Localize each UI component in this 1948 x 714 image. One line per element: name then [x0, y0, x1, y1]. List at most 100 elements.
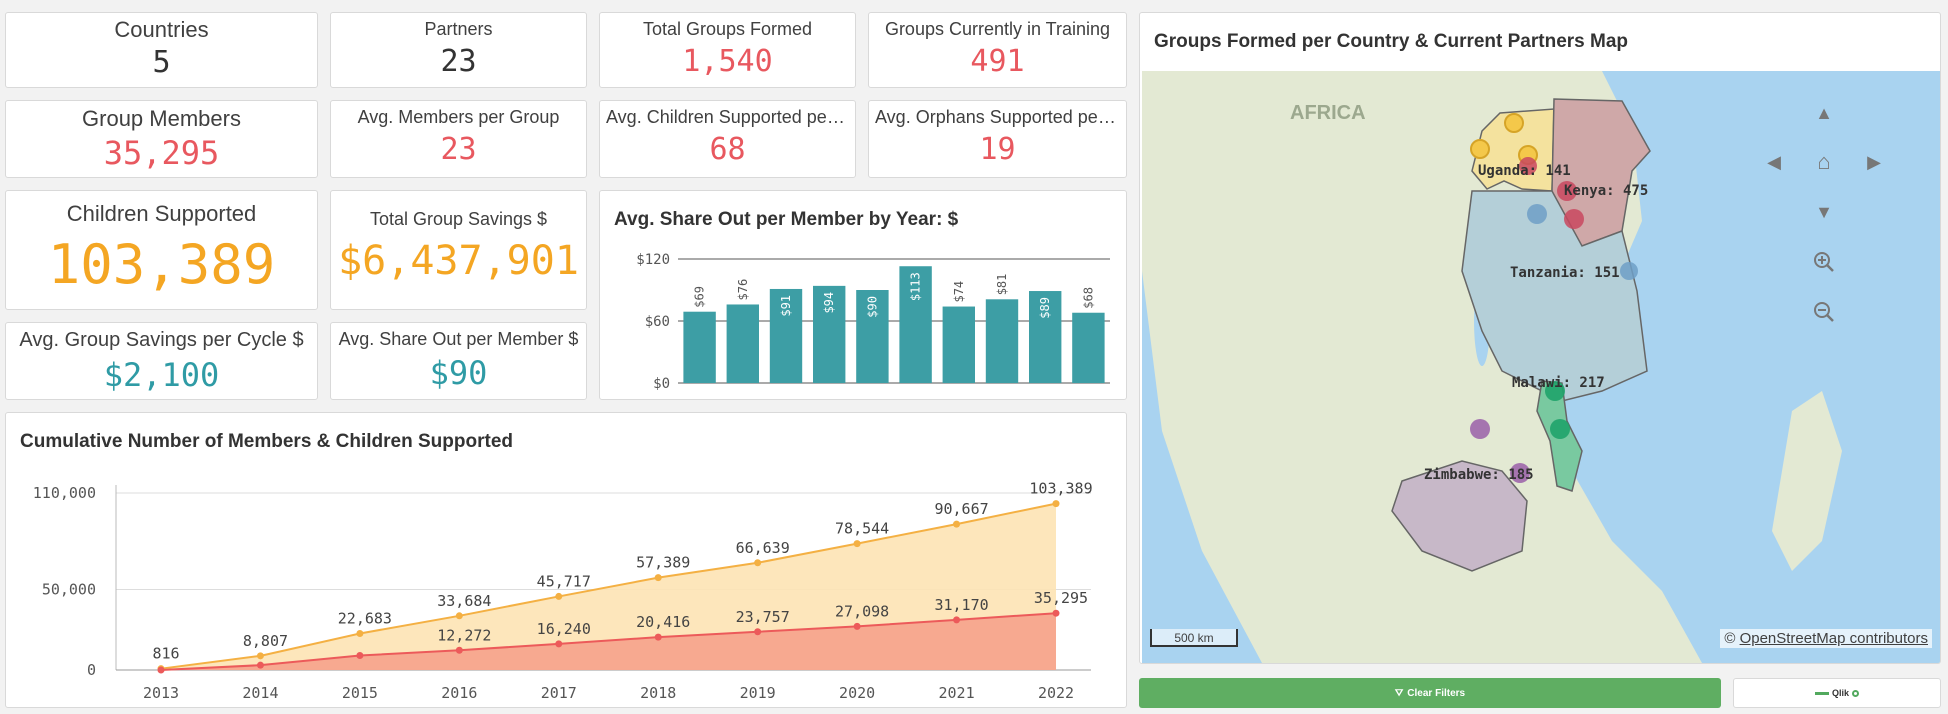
bar-data-label: $113 [909, 272, 923, 301]
country-zimbabwe[interactable] [1391, 460, 1528, 572]
area-point [754, 628, 762, 636]
area-data-label: 20,416 [636, 613, 690, 631]
kpi-value: $2,100 [103, 356, 220, 394]
partner-dot[interactable] [1557, 181, 1577, 201]
share-out-bar-chart-card[interactable]: Avg. Share Out per Member by Year: $ $0 $… [599, 190, 1127, 400]
kpi-avg-children[interactable]: Avg. Children Supported per G... 68 [599, 100, 856, 178]
area-xtick-label: 2019 [740, 684, 776, 702]
pan-up-button[interactable]: ▲ [1815, 102, 1833, 123]
area-data-label: 8,807 [243, 632, 288, 650]
clear-filters-button[interactable]: ⛛ Clear Filters [1139, 678, 1721, 708]
qlik-button[interactable]: Qlik [1733, 678, 1941, 708]
kpi-group-members[interactable]: Group Members 35,295 [5, 100, 318, 178]
kpi-label: Groups Currently in Training [884, 19, 1111, 39]
kpi-avg-share-out[interactable]: Avg. Share Out per Member $ $90 [330, 322, 587, 400]
kpi-avg-savings-cycle[interactable]: Avg. Group Savings per Cycle $ $2,100 [5, 322, 318, 400]
map-area[interactable]: AFRICA [1142, 71, 1940, 663]
kpi-value: 35,295 [103, 134, 220, 172]
kpi-value: $90 [429, 354, 488, 392]
zoom-in-button[interactable] [1809, 247, 1839, 277]
area-data-label: 27,098 [835, 602, 889, 620]
bar-data-label: $68 [1081, 287, 1095, 309]
cumulative-area-chart-card[interactable]: Cumulative Number of Members & Children … [5, 412, 1127, 708]
kpi-label: Total Group Savings $ [369, 209, 548, 229]
area-data-label: 31,170 [934, 596, 988, 614]
area-point [1052, 609, 1060, 617]
area-point [356, 630, 364, 638]
filter-icon: ⛛ [1394, 687, 1404, 699]
area-point [555, 592, 563, 600]
share-out-bar-chart[interactable]: $0 $60 $120 $69 $76 $91 $94 $90 $113 $74 $81 $89 $68 [600, 191, 1126, 399]
kpi-value: 23 [440, 44, 477, 79]
bar-data-label: $81 [995, 274, 1009, 296]
area-point [256, 661, 264, 669]
map-card[interactable]: Groups Formed per Country & Current Part… [1139, 12, 1941, 664]
area-xtick-label: 2015 [342, 684, 378, 702]
partner-dot[interactable] [1564, 209, 1584, 229]
chart-title: Cumulative Number of Members & Children … [20, 431, 513, 452]
map-canvas[interactable]: AFRICA [1142, 71, 1940, 663]
kpi-label: Group Members [82, 106, 241, 131]
kpi-total-savings[interactable]: Total Group Savings $ $6,437,901 [330, 190, 587, 310]
area-data-label: 33,684 [437, 592, 491, 610]
bar [942, 306, 975, 383]
country-tanzania[interactable] [1461, 190, 1648, 402]
zoom-out-button[interactable] [1809, 297, 1839, 327]
partner-dot[interactable] [1545, 381, 1565, 401]
kpi-children-supported[interactable]: Children Supported 103,389 [5, 190, 318, 310]
area-point [1052, 500, 1060, 508]
area-data-label: 22,683 [338, 610, 392, 628]
continent-label: AFRICA [1290, 102, 1366, 124]
qlik-q-icon [1852, 689, 1859, 697]
area-data-label: 103,389 [1029, 480, 1092, 498]
attribution-prefix: © [1724, 630, 1736, 647]
kpi-avg-members[interactable]: Avg. Members per Group 23 [330, 100, 587, 178]
area-data-label: 816 [152, 645, 179, 663]
kpi-countries[interactable]: Countries 5 [5, 12, 318, 88]
kpi-groups-training[interactable]: Groups Currently in Training 491 [868, 12, 1127, 88]
partner-dot[interactable] [1510, 463, 1530, 483]
bar [899, 266, 932, 383]
pan-down-button[interactable]: ▼ [1815, 201, 1833, 222]
kpi-avg-orphans[interactable]: Avg. Orphans Supported per ... 19 [868, 100, 1127, 178]
area-point [455, 646, 463, 654]
area-ytick-label: 50,000 [42, 581, 96, 599]
area-point [555, 640, 563, 648]
pan-left-button[interactable]: ◀ [1767, 151, 1781, 172]
area-xtick-label: 2017 [541, 684, 577, 702]
partner-dot[interactable] [1519, 157, 1537, 175]
area-data-label: 16,240 [537, 620, 591, 638]
area-xtick-label: 2018 [640, 684, 676, 702]
kpi-label: Total Groups Formed [642, 19, 813, 39]
area-point [654, 574, 662, 582]
area-xtick-label: 2022 [1038, 684, 1074, 702]
partner-dot[interactable] [1527, 204, 1547, 224]
area-xtick-label: 2014 [242, 684, 278, 702]
bar [769, 288, 803, 383]
kpi-partners[interactable]: Partners 23 [330, 12, 587, 88]
kpi-value: 23 [440, 132, 477, 167]
bar [813, 285, 846, 383]
country-label-kenya: Kenya: 475 [1564, 183, 1648, 199]
qlik-label: Qlik [1831, 688, 1849, 698]
area-point [157, 666, 165, 674]
pan-right-button[interactable]: ▶ [1867, 151, 1881, 172]
bar [856, 290, 889, 383]
kpi-total-groups[interactable]: Total Groups Formed 1,540 [599, 12, 856, 88]
kpi-label: Avg. Children Supported per G... [606, 107, 855, 127]
partner-dot[interactable] [1620, 262, 1638, 280]
partner-dot[interactable] [1470, 419, 1490, 439]
cumulative-area-chart[interactable]: 0 50,000 110,000 816 8,807 22,683 33,684 45,717… [6, 413, 1126, 707]
bar-data-label: $94 [822, 292, 836, 314]
zoom-in-icon [1814, 252, 1834, 272]
partner-dot[interactable] [1470, 139, 1490, 159]
bar-data-label: $90 [865, 296, 879, 318]
area-point [953, 520, 961, 528]
qlik-logo-icon [1814, 691, 1829, 695]
home-button[interactable]: ⌂ [1817, 149, 1831, 174]
attribution-link[interactable]: OpenStreetMap contributors [1739, 630, 1928, 647]
partner-dot[interactable] [1504, 113, 1524, 133]
map-scale-label: 500 km [1174, 631, 1214, 645]
partner-dot[interactable] [1550, 419, 1570, 439]
